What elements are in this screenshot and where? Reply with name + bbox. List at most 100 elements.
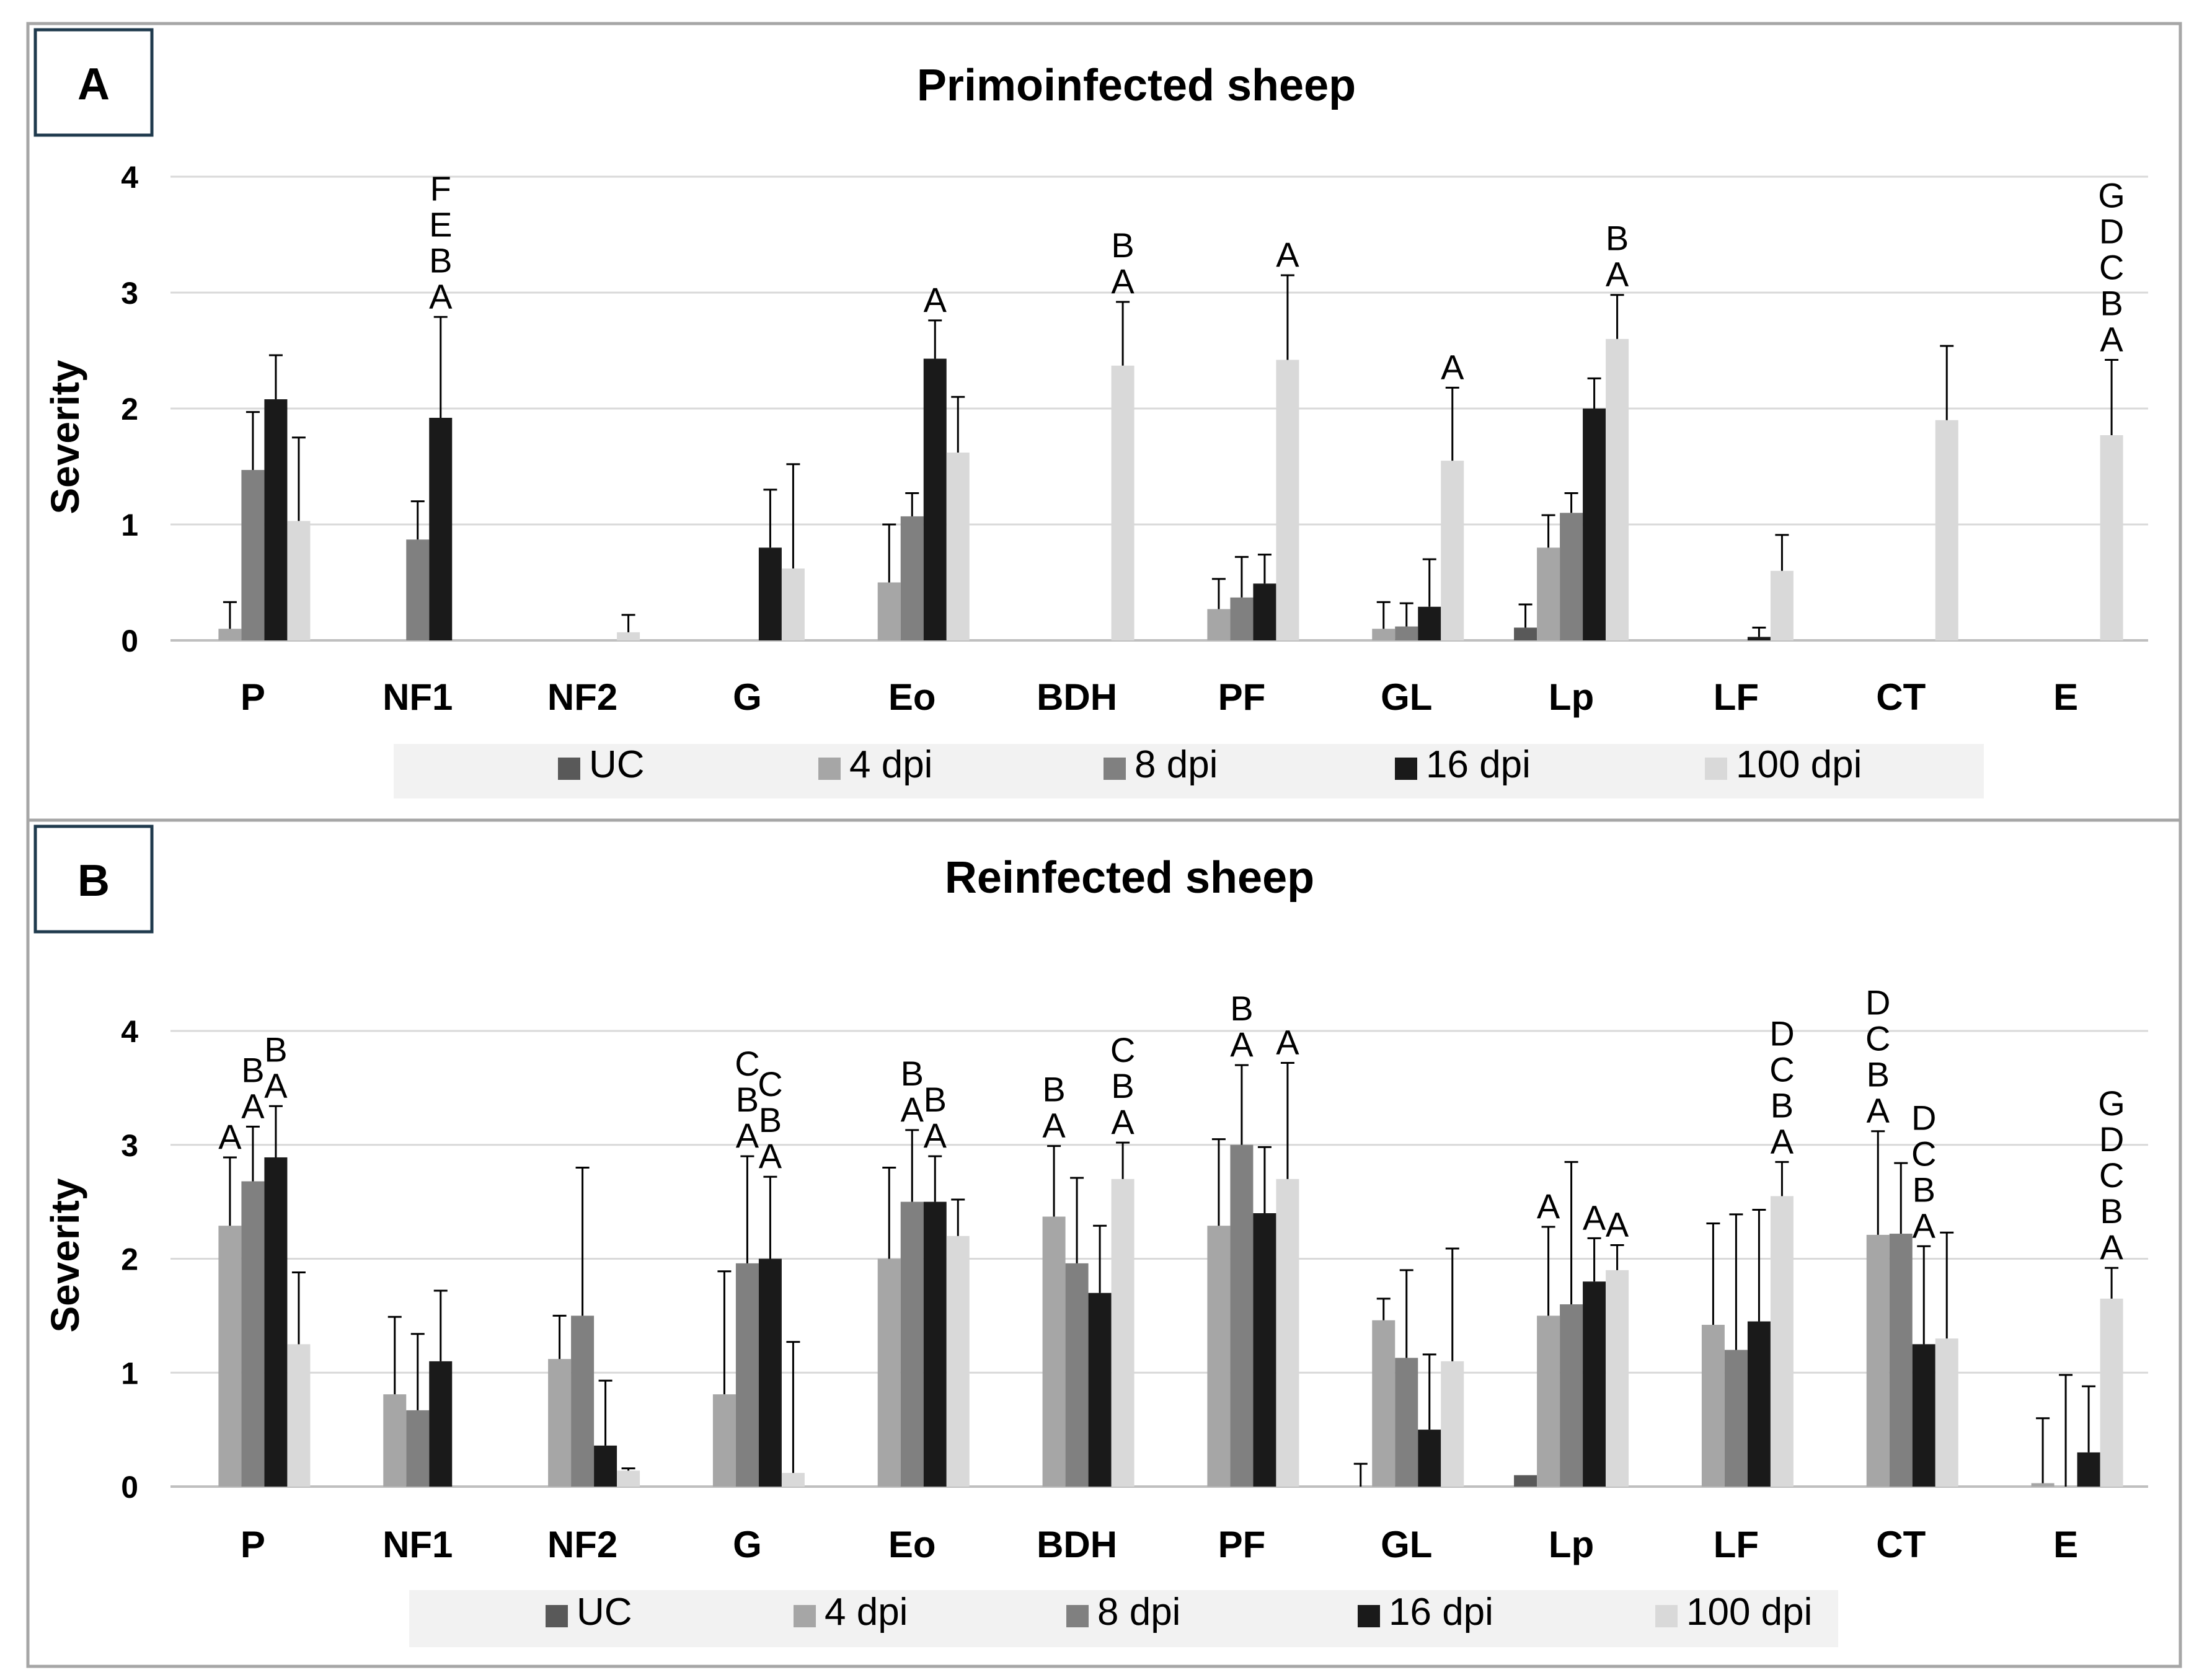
bar <box>1701 1325 1725 1487</box>
significance-letter: D <box>1865 983 1890 1022</box>
bar <box>1770 570 1794 640</box>
significance-letter: A <box>429 276 453 316</box>
bar <box>712 1394 736 1487</box>
legend-swatch <box>794 1605 816 1627</box>
bar <box>1935 420 1958 640</box>
significance-letter: B <box>901 1054 924 1093</box>
significance-letter: A <box>1771 1121 1794 1161</box>
panel-a-legend-items: UC 4 dpi 8 dpi 16 dpi 100 dpi <box>558 743 1862 786</box>
panel-a-gridlines <box>170 175 2148 642</box>
bar <box>1560 513 1583 640</box>
bar <box>2031 1483 2055 1487</box>
bar <box>241 470 265 640</box>
panel-b-tick-labels: 0 1 2 3 4 P NF1 NF2 G Eo BDH PF GL Lp LF CT E <box>121 1014 2078 1565</box>
legend-swatch <box>1655 1605 1678 1627</box>
bar <box>1418 606 1441 640</box>
significance-letter: A <box>924 280 947 319</box>
significance-letter: A <box>1230 1025 1254 1064</box>
bar <box>383 1394 407 1487</box>
bar <box>1912 1344 1935 1487</box>
significance-letter: C <box>1769 1050 1794 1089</box>
significance-letter: A <box>901 1090 924 1129</box>
panel-b-letter-box <box>33 825 154 934</box>
legend-label: 4 dpi <box>825 1591 908 1634</box>
bar <box>2100 1298 2123 1487</box>
bar <box>1230 597 1254 640</box>
x-tick-label: Lp <box>1549 676 1594 718</box>
bar <box>1276 360 1299 640</box>
bar <box>1253 1213 1276 1487</box>
x-tick-label: LF <box>1714 1524 1759 1565</box>
panel-b-legend-items: UC 4 dpi 8 dpi 16 dpi 100 dpi <box>546 1591 1812 1634</box>
bar <box>617 1470 640 1487</box>
significance-letter: B <box>736 1080 759 1119</box>
bar <box>1253 583 1276 640</box>
bar <box>781 1472 805 1487</box>
panel-a-title: Primoinfected sheep <box>917 61 1356 110</box>
y-tick-label: 4 <box>121 1014 138 1049</box>
legend-label: 8 dpi <box>1097 1591 1180 1634</box>
bar <box>1935 1338 1958 1487</box>
x-tick-label: P <box>241 676 265 718</box>
significance-letter: B <box>1606 219 1629 258</box>
panel-b: B Reinfected sheep Severity AAB ABABCABCA… <box>33 825 2148 1647</box>
significance-letter: G <box>2098 1084 2125 1123</box>
significance-letter: A <box>1276 235 1299 274</box>
significance-letter: C <box>1110 1030 1135 1069</box>
panel-b-title: Reinfected sheep <box>945 853 1314 903</box>
bar <box>1583 1281 1606 1487</box>
panel-b-gridlines <box>170 1030 2148 1488</box>
bar <box>1514 1475 1537 1487</box>
panel-b-y-axis-title: Severity <box>43 1178 87 1332</box>
legend-label: UC <box>577 1591 632 1634</box>
significance-letter: B <box>241 1050 264 1089</box>
bar <box>218 629 242 640</box>
significance-letter: A <box>264 1066 288 1105</box>
bar <box>1395 626 1418 640</box>
significance-letter: A <box>1606 255 1629 294</box>
bar <box>1724 1350 1748 1487</box>
significance-letter: A <box>2100 319 2123 358</box>
y-tick-label: 4 <box>121 160 138 195</box>
legend-swatch <box>558 758 580 780</box>
bar <box>1866 1234 1890 1487</box>
bar <box>1770 1196 1794 1487</box>
x-tick-label: CT <box>1876 676 1926 718</box>
bar <box>1606 1270 1629 1487</box>
bar <box>1395 1358 1418 1487</box>
bar <box>617 632 640 640</box>
bar <box>1747 637 1771 640</box>
bar <box>429 417 453 640</box>
x-tick-label: PF <box>1218 1524 1266 1565</box>
x-tick-label: PF <box>1218 676 1266 718</box>
significance-letter: D <box>1911 1098 1936 1137</box>
legend-swatch <box>1705 758 1727 780</box>
x-tick-label: G <box>733 676 762 718</box>
bar <box>1207 609 1231 640</box>
x-tick-label: LF <box>1714 676 1759 718</box>
x-tick-label: GL <box>1381 1524 1432 1565</box>
bar <box>758 547 782 640</box>
bar <box>2100 435 2123 640</box>
y-tick-label: 3 <box>121 1128 138 1163</box>
bar <box>1372 1320 1396 1487</box>
bar <box>923 358 947 640</box>
panel-a-bars <box>218 338 2123 640</box>
significance-letter: A <box>1583 1198 1606 1237</box>
bar <box>1514 627 1537 640</box>
bar <box>1537 547 1560 640</box>
legend-swatch <box>1104 758 1126 780</box>
significance-letter: A <box>1441 347 1464 386</box>
significance-letter: C <box>2099 1156 2124 1195</box>
significance-letter: D <box>2099 211 2124 250</box>
bar <box>781 568 805 640</box>
significance-letter: C <box>2099 247 2124 286</box>
y-tick-label: 1 <box>121 1356 138 1390</box>
x-tick-label: CT <box>1876 1524 1926 1565</box>
bar <box>1537 1315 1560 1487</box>
panel-a-error-bars <box>223 274 2119 637</box>
significance-letter: A <box>1111 1102 1135 1141</box>
bar <box>287 1344 311 1487</box>
